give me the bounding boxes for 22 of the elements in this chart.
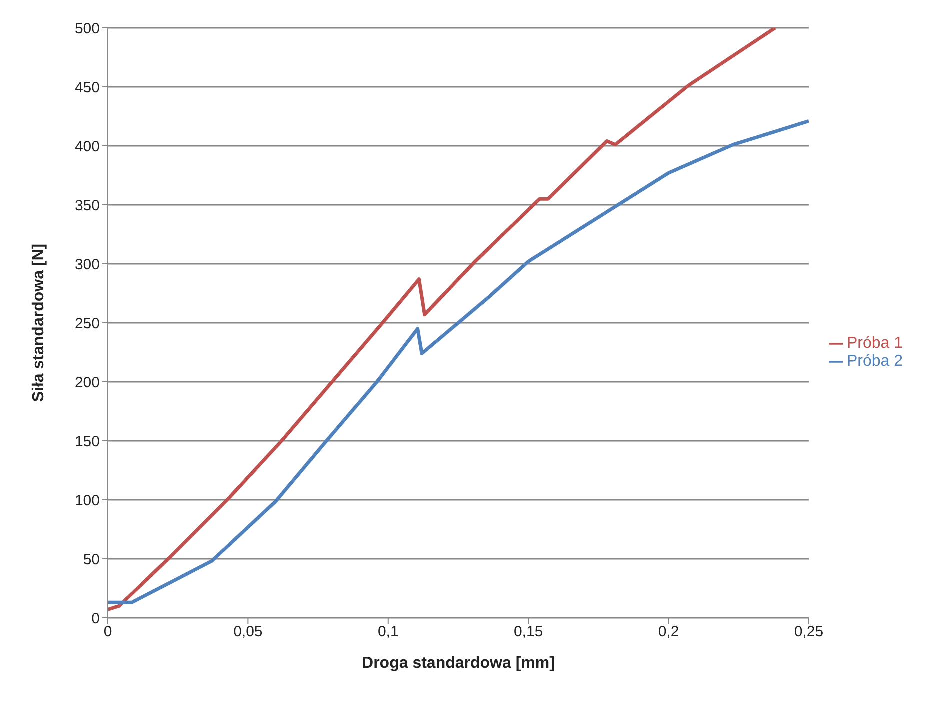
y-tick-label: 0 [92,610,100,628]
x-axis-title: Droga standardowa [mm] [362,655,555,672]
y-tick-label: 200 [74,374,100,392]
legend-label: Próba 1 [846,335,903,352]
y-tick-label: 250 [74,315,100,332]
x-tick-label: 0,1 [378,624,399,641]
y-tick-label: 350 [74,197,100,214]
y-tick-label: 500 [74,20,100,38]
x-tick-label: 0,05 [234,624,263,641]
y-tick-label: 100 [74,492,100,510]
y-axis-title: Siła standardowa [N] [30,244,48,402]
y-tick-label: 400 [74,138,100,156]
y-tick-label: 50 [83,551,100,568]
y-tick-label: 150 [74,433,100,450]
x-tick-label: 0,25 [794,624,824,641]
line-series [108,28,778,612]
legend-label: Próba 2 [846,353,903,370]
y-tick-label: 450 [74,79,100,96]
x-tick-label: 0 [104,624,112,641]
x-tick-label: 0,2 [658,624,680,641]
x-tick-label: 0,15 [514,624,544,641]
y-tick-label: 300 [74,256,100,274]
